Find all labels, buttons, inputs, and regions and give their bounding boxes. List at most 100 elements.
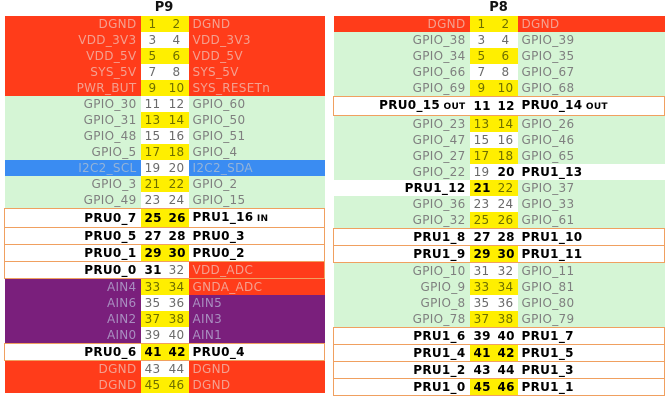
pin-number-right: 30 <box>164 244 189 262</box>
pin-number-left: 43 <box>469 361 494 379</box>
pin-number-left: 25 <box>469 212 494 229</box>
pin-label-right: PRU0_4 <box>188 343 325 361</box>
pin-signal-name: GPIO_46 <box>521 133 575 147</box>
pin-label-right: PRU1_13 <box>517 164 665 180</box>
pin-signal-name: GPIO_35 <box>521 49 575 63</box>
pin-number-left: 9 <box>469 80 494 97</box>
p8-pin-row: PRU1_12 21 22 GPIO_37 <box>333 180 665 196</box>
pin-number-right: 38 <box>493 311 518 328</box>
pin-signal-name: GPIO_31 <box>83 113 137 127</box>
pin-label-left: PRU1_9 <box>333 245 470 263</box>
pin-signal-name: PRU0_1 <box>84 246 137 260</box>
pin-label-left: GPIO_78 <box>333 311 470 328</box>
pin-signal-name: GPIO_68 <box>521 81 575 95</box>
pin-number-left: 35 <box>140 295 165 311</box>
pin-label-right: PRU1_3 <box>517 361 665 379</box>
pin-number-left: 3 <box>469 32 494 48</box>
pin-label-right: VDD_3V3 <box>188 32 325 48</box>
pin-label-left: SYS_5V <box>4 64 141 80</box>
pin-label-right: SYS_5V <box>188 64 325 80</box>
p8-pin-row: GPIO_47 15 16 GPIO_46 <box>333 132 665 148</box>
pin-signal-name: AIN6 <box>106 296 137 310</box>
pin-signal-name: DGND <box>98 362 137 376</box>
pin-signal-name: GPIO_30 <box>83 97 137 111</box>
pin-number-left: 21 <box>140 176 165 192</box>
pin-label-left: PRU1_2 <box>333 361 470 379</box>
p8-pin-row: GPIO_10 31 32 GPIO_11 <box>333 262 665 279</box>
pin-signal-name: GPIO_60 <box>192 97 246 111</box>
pin-label-left: AIN2 <box>4 311 141 327</box>
pin-number-right: 36 <box>164 295 189 311</box>
pin-number-left: 37 <box>469 311 494 328</box>
p9-pin-row: GPIO_5 17 18 GPIO_4 <box>4 144 325 160</box>
pin-label-right: PRU0_3 <box>188 227 325 245</box>
p8-pin-row: GPIO_36 23 24 GPIO_33 <box>333 196 665 212</box>
pin-number-left: 19 <box>140 160 165 176</box>
pin-label-left: DGND <box>333 16 470 32</box>
pin-signal-name: PWR_BUT <box>76 81 137 95</box>
pin-signal-name: GPIO_3 <box>91 177 137 191</box>
pin-label-left: PRU0_1 <box>4 244 141 262</box>
pin-number-right: 6 <box>164 48 189 64</box>
pin-signal-name: SYS_5V <box>90 65 137 79</box>
pin-number-left: 15 <box>469 132 494 148</box>
pin-label-right: GPIO_4 <box>188 144 325 160</box>
pin-signal-name: GPIO_49 <box>83 193 137 207</box>
pin-signal-name: GPIO_37 <box>521 181 575 195</box>
pin-number-right: 14 <box>493 115 518 132</box>
pin-number-right: 26 <box>493 212 518 229</box>
p8-pin-row: GPIO_23 13 14 GPIO_26 <box>333 115 665 132</box>
pin-label-right: GPIO_26 <box>517 115 665 132</box>
pin-label-left: PRU0_6 <box>4 343 141 361</box>
pin-signal-name: GPIO_38 <box>412 33 466 47</box>
pin-signal-name: PRU1_2 <box>413 363 466 377</box>
pin-label-right: GPIO_80 <box>517 295 665 311</box>
pin-number-right: 40 <box>164 327 189 344</box>
pin-number-left: 33 <box>140 278 165 295</box>
pin-label-right: GPIO_15 <box>188 192 325 209</box>
pin-signal-name: PRU1_5 <box>521 346 574 360</box>
pin-label-right: DGND <box>517 16 665 32</box>
pin-label-right: SYS_RESETn <box>188 80 325 96</box>
pin-signal-name: GPIO_8 <box>420 296 466 310</box>
pin-label-right: GPIO_61 <box>517 212 665 229</box>
p9-pin-row: VDD_3V3 3 4 VDD_3V3 <box>4 32 325 48</box>
pin-number-left: 1 <box>469 16 494 32</box>
pin-label-right: PRU1_5 <box>517 344 665 362</box>
pin-number-left: 7 <box>469 64 494 80</box>
pin-number-right: 10 <box>493 80 518 97</box>
pin-label-right: GPIO_37 <box>517 180 665 196</box>
pin-label-left: GPIO_23 <box>333 115 470 132</box>
pin-number-left: 9 <box>140 80 165 96</box>
pin-number-left: 43 <box>140 360 165 377</box>
pin-signal-name: AIN3 <box>192 312 223 326</box>
pin-number-right: 40 <box>493 327 518 345</box>
pin-label-right: AIN1 <box>188 327 325 344</box>
p9-pin-row: SYS_5V 7 8 SYS_5V <box>4 64 325 80</box>
pin-number-right: 24 <box>164 192 189 209</box>
p9-pin-row: GPIO_31 13 14 GPIO_50 <box>4 112 325 128</box>
pin-signal-name: GPIO_23 <box>412 117 466 131</box>
pin-label-right: AIN5 <box>188 295 325 311</box>
pin-number-left: 37 <box>140 311 165 327</box>
pin-signal-name: PRU0_4 <box>192 345 245 359</box>
pin-label-left: GPIO_66 <box>333 64 470 80</box>
pin-signal-name: GPIO_4 <box>192 145 238 159</box>
p9-pin-row: GPIO_49 23 24 GPIO_15 <box>4 192 325 209</box>
p8-pin-row: PRU1_9 29 30 PRU1_11 <box>333 245 665 263</box>
pin-label-left: VDD_5V <box>4 48 141 64</box>
pin-number-left: 33 <box>469 279 494 295</box>
p8-pin-row: DGND 1 2 DGND <box>333 16 665 32</box>
pin-number-left: 15 <box>140 128 165 144</box>
pin-signal-name: GPIO_10 <box>412 264 466 278</box>
pin-label-left: PRU0_0 <box>4 261 141 279</box>
pin-signal-name: VDD_3V3 <box>192 33 251 47</box>
p9-pin-row: DGND 43 44 DGND <box>4 360 325 377</box>
pin-label-right: GPIO_35 <box>517 48 665 64</box>
pin-number-right: 18 <box>493 148 518 164</box>
pin-number-right: 36 <box>493 295 518 311</box>
pin-label-right: GPIO_81 <box>517 279 665 295</box>
pin-signal-name: PRU1_10 <box>521 230 583 244</box>
pin-signal-name: AIN0 <box>106 328 137 342</box>
pin-label-left: PRU0_7 <box>4 208 141 228</box>
